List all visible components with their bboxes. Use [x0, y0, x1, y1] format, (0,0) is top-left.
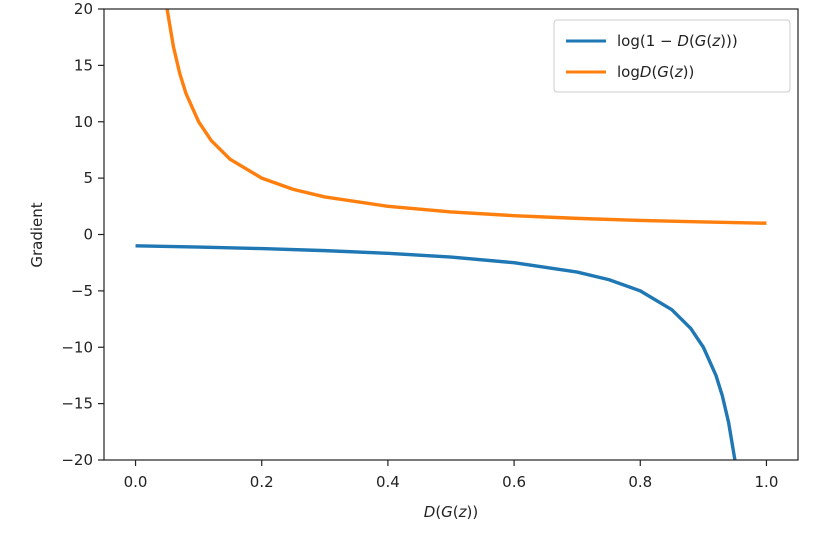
- y-tick-label: 5: [83, 169, 93, 187]
- series-layer: [135, 8, 767, 461]
- y-tick-label: −20: [61, 451, 93, 469]
- y-tick-label: −5: [71, 282, 93, 300]
- x-tick-label: 1.0: [755, 473, 779, 491]
- y-tick-label: 15: [74, 56, 93, 74]
- legend-label-log-one-minus-d: log(1 − D(G(z))): [617, 32, 738, 50]
- series-line-1: [135, 244, 737, 461]
- y-tick-label: 0: [83, 226, 93, 244]
- y-tick-label: −15: [61, 395, 93, 413]
- x-axis-label: D(G(z)): [424, 503, 479, 521]
- y-tick-label: −10: [61, 338, 93, 356]
- series-line-2: [165, 8, 767, 225]
- x-tick-label: 0.2: [250, 473, 274, 491]
- y-tick-label: 10: [74, 113, 93, 131]
- legend-label-log-d: logD(G(z)): [617, 63, 694, 81]
- x-tick-label: 0.8: [628, 473, 652, 491]
- x-tick-label: 0.6: [502, 473, 526, 491]
- ticks-layer: 0.0 0.2 0.4 0.6 0.8 1.0 20 15 10 5 0 −5 −10 −15 −20: [61, 0, 778, 491]
- y-tick-label: 20: [74, 0, 93, 18]
- y-axis-label: Gradient: [28, 202, 46, 267]
- x-tick-label: 0.0: [124, 473, 148, 491]
- x-tick-label: 0.4: [376, 473, 400, 491]
- legend: log(1 − D(G(z))) logD(G(z)): [553, 19, 791, 93]
- legend-box: [553, 19, 791, 93]
